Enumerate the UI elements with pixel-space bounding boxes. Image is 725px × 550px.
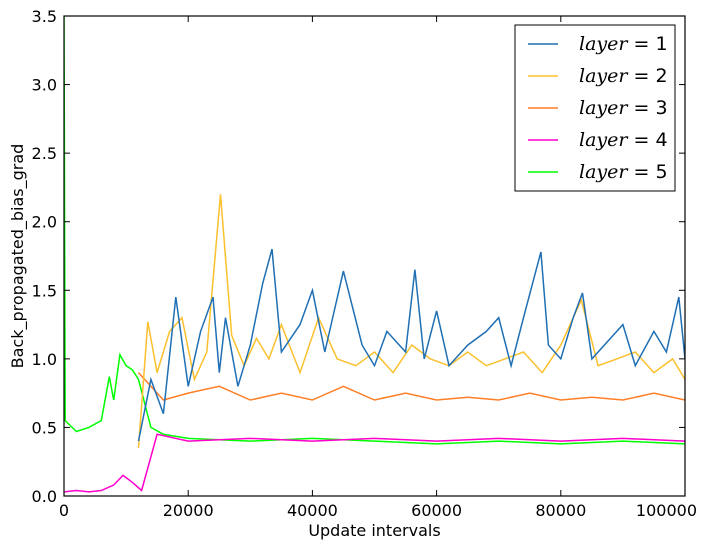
series-line-layer-4: [64, 433, 685, 493]
y-tick-label: 1.0: [32, 350, 57, 369]
x-tick-label: 100000: [636, 501, 697, 520]
y-tick-label: 3.5: [32, 7, 57, 26]
legend-label-layer-1: layer = 1: [579, 33, 668, 55]
x-tick-label: 60000: [411, 501, 462, 520]
legend-label-layer-2: layer = 2: [579, 65, 668, 87]
series-line-layer-1: [137, 248, 685, 442]
y-tick-label: 3.0: [32, 76, 57, 95]
x-axis-label: Update intervals: [308, 521, 440, 540]
y-tick-label: 0.0: [32, 487, 57, 506]
x-tick-label: 20000: [163, 501, 214, 520]
x-tick-label: 0: [59, 501, 69, 520]
plot-area: [64, 16, 685, 493]
x-tick-label: 40000: [287, 501, 338, 520]
x-tick-label: 80000: [535, 501, 586, 520]
y-axis-label: Back_propagated_bias_grad: [8, 144, 28, 369]
x-axis: 0 20000 40000 60000 80000 100000: [59, 16, 697, 520]
legend-label-layer-3: layer = 3: [579, 97, 668, 119]
series-line-layer-2: [137, 194, 685, 449]
legend-label-layer-4: layer = 4: [579, 129, 668, 151]
y-tick-label: 0.5: [32, 418, 57, 437]
y-tick-label: 2.5: [32, 144, 57, 163]
legend-label-layer-5: layer = 5: [579, 161, 668, 183]
y-tick-label: 1.5: [32, 281, 57, 300]
y-tick-label: 2.0: [32, 213, 57, 232]
series-line-layer-5: [64, 16, 685, 445]
series-line-layer-3: [137, 372, 685, 401]
plot-frame: [63, 15, 686, 497]
y-axis: 0.0 0.5 1.0 1.5 2.0 2.5 3.0 3.5: [32, 7, 685, 506]
legend: layer = 1 layer = 2 layer = 3 layer = 4 laye…: [514, 24, 676, 192]
